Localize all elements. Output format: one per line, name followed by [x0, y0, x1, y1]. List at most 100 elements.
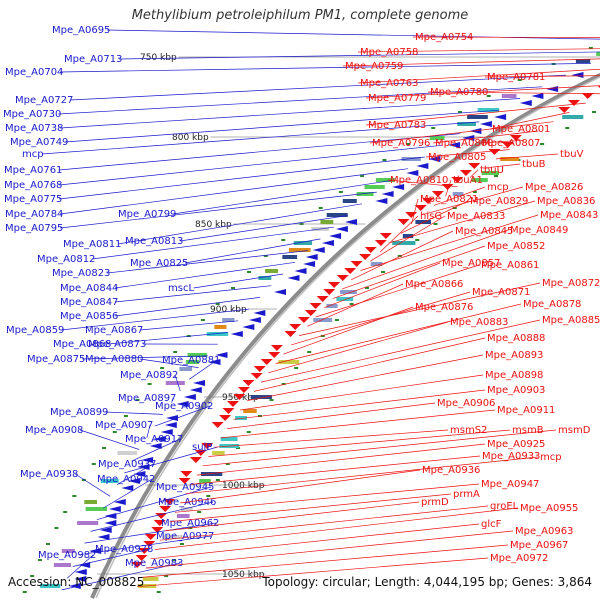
right-gene-label: Mpe_A0893 [485, 350, 543, 361]
right-gene-leader [268, 321, 449, 374]
feature-block-left [117, 451, 138, 455]
left-gene-leader [180, 215, 348, 242]
minus-strand-gene-arrow [305, 254, 318, 260]
plus-strand-gene-arrow [159, 506, 172, 512]
minus-strand-gene-arrow [312, 247, 325, 253]
feature-block-left [596, 52, 600, 56]
left-gene-label: Mpe_A0811 [63, 239, 121, 250]
plus-strand-gene-arrow [155, 513, 168, 519]
plus-strand-gene-arrow [268, 352, 281, 358]
feature-block-left [222, 318, 235, 322]
right-gene-leader [150, 523, 480, 560]
left-gene-leader [60, 191, 377, 229]
left-gene-label: Mpe_A0727 [15, 95, 73, 106]
minus-strand-gene-arrow [176, 401, 189, 407]
right-gene-label: prmD [421, 497, 449, 508]
feature-block-left [61, 549, 75, 553]
left-gene-leader [107, 250, 308, 274]
plus-strand-gene-arrow [422, 198, 435, 204]
left-gene-leader [72, 548, 151, 567]
plus-strand-gene-arrow [323, 289, 336, 295]
left-gene-label: Mpe_A0847 [60, 297, 118, 308]
plus-strand-gene-arrow [405, 212, 418, 218]
left-gene-leader [59, 144, 443, 186]
left-gene-label: Mpe_A0859 [6, 325, 64, 336]
right-gene-label: Mpe_A0754 [415, 32, 473, 43]
right-gene-label: Mpe_A0936 [422, 465, 480, 476]
left-gene-label: Mpe_A0902 [155, 401, 213, 412]
backbone-outer [90, 72, 600, 599]
right-gene-leader [445, 179, 452, 197]
right-gene-leader [422, 186, 524, 216]
right-gene-leader [387, 179, 458, 188]
right-gene-label: Mpe_A0783 [368, 120, 426, 131]
left-gene-leader [61, 562, 181, 591]
right-gene-leader [427, 91, 600, 95]
left-gene-leader [82, 355, 208, 360]
right-gene-label: Mpe_A0911 [497, 405, 555, 416]
plus-strand-gene-arrow [316, 296, 329, 302]
right-gene-leader [253, 337, 486, 392]
feature-block-left [179, 367, 193, 371]
right-gene-label: Mpe_A0826 [525, 182, 583, 193]
right-gene-label: Mpe_A0888 [487, 333, 545, 344]
feature-block-right [402, 234, 414, 238]
feature-block-right [313, 318, 333, 322]
left-gene-label: mscL [168, 283, 194, 294]
left-gene-leader [115, 261, 296, 289]
right-gene-label: Mpe_A0866 [405, 279, 463, 290]
plus-strand-gene-arrow [597, 86, 600, 89]
left-gene-leader [60, 63, 591, 73]
right-gene-leader [365, 102, 586, 126]
plus-strand-gene-arrow [189, 457, 202, 463]
right-gene-label: Mpe_A0872 [542, 278, 600, 289]
feature-block-right [243, 409, 257, 413]
left-gene-label: Mpe_A0907 [95, 420, 153, 431]
minus-strand-gene-arrow [416, 163, 429, 169]
left-gene-label: Mpe_A0713 [64, 54, 122, 65]
left-gene-label: Mpe_A0917 [125, 434, 183, 445]
minus-strand-gene-arrow [447, 142, 460, 148]
right-gene-leader [299, 282, 541, 336]
feature-block-right [163, 535, 183, 539]
left-gene-label: sulP [192, 442, 212, 453]
feature-block-right [220, 437, 238, 441]
right-gene-leader [275, 303, 522, 364]
right-gene-label: Mpe_A0885 [542, 315, 600, 326]
right-gene-leader [365, 85, 600, 99]
right-gene-leader [479, 139, 524, 144]
left-gene-leader [174, 374, 181, 392]
minus-strand-gene-arrow [160, 429, 173, 435]
right-gene-leader [220, 409, 496, 439]
left-gene-leader [116, 463, 154, 485]
minus-strand-gene-arrow [137, 464, 150, 470]
plus-strand-gene-arrow [143, 541, 156, 547]
left-gene-leader [146, 424, 151, 438]
minus-strand-gene-arrow [248, 317, 261, 323]
left-gene-label: Mpe_A0942 [97, 474, 155, 485]
feature-block-left [84, 500, 97, 504]
minus-strand-gene-arrow [68, 583, 81, 589]
feature-block-left [326, 213, 348, 217]
kbp-label: 900 kbp [210, 305, 247, 315]
left-gene-label: Mpe_A0868 [53, 339, 111, 350]
left-gene-label: Mpe_A0938 [20, 469, 78, 480]
right-gene-label: msmB [512, 425, 544, 436]
minus-strand-gene-arrow [321, 240, 334, 246]
left-gene-leader [58, 86, 543, 115]
left-gene-leader [92, 226, 334, 260]
left-gene-label: Mpe_A0749 [10, 137, 68, 148]
right-gene-leader [202, 429, 557, 467]
minus-strand-gene-arrow [303, 261, 316, 267]
minus-strand-gene-arrow [99, 527, 112, 533]
minus-strand-gene-arrow [121, 485, 134, 491]
right-gene-label: Mpe_A0801 [492, 124, 550, 135]
feature-block-right [340, 290, 357, 294]
right-gene-label: Mpe_A0925 [487, 439, 545, 450]
minus-strand-gene-arrow [329, 233, 342, 239]
right-gene-leader [489, 112, 570, 130]
minus-strand-gene-arrow [462, 135, 475, 141]
right-gene-label: mcp [540, 452, 562, 463]
feature-block-left [187, 353, 207, 357]
left-gene-leader [105, 411, 164, 415]
